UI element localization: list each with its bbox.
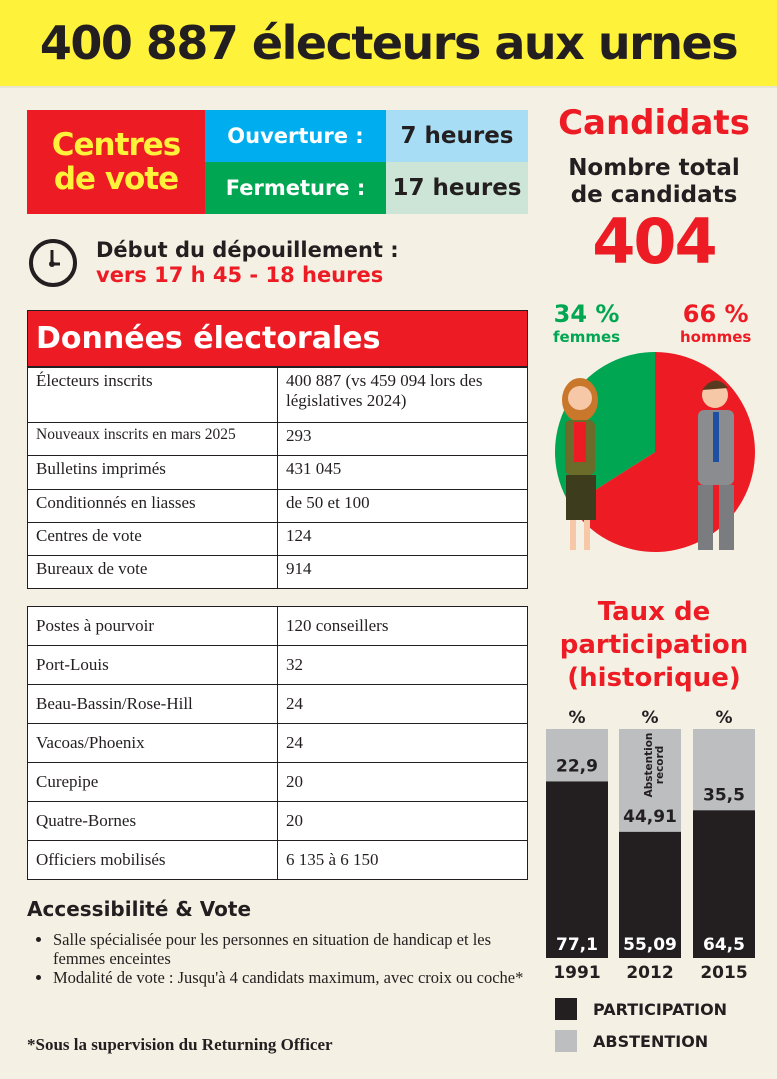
ouverture-label: Ouverture : <box>205 110 386 162</box>
participation-label: 64,5 <box>703 935 745 955</box>
table-row: Bulletins imprimés 431 045 <box>27 455 528 490</box>
row-label: Conditionnés en liasses <box>27 489 278 523</box>
bullet-item: Salle spécialisée pour les personnes en … <box>53 930 532 968</box>
row-value: 914 <box>277 555 528 589</box>
table-row: Nouveaux inscrits en mars 2025 293 <box>27 422 528 456</box>
unit-label: % <box>568 708 585 728</box>
abstention-label: 35,5 <box>703 785 745 805</box>
candidats-subtitle-1: Nombre total <box>568 155 740 181</box>
row-value: 6 135 à 6 150 <box>277 840 528 880</box>
row-label: Électeurs inscrits <box>27 367 278 423</box>
row-label: Officiers mobilisés <box>27 840 278 880</box>
candidats-subtitle-2: de candidats <box>570 182 738 208</box>
candidats-total: 404 <box>592 205 717 278</box>
accessibilite-title: Accessibilité & Vote <box>27 897 252 921</box>
year-label: 1991 <box>553 963 600 983</box>
legend-swatch-participation <box>555 998 577 1020</box>
row-label: Nouveaux inscrits en mars 2025 <box>27 422 278 456</box>
femmes-label: femmes <box>553 328 621 346</box>
table-row: Conditionnés en liasses de 50 et 100 <box>27 489 528 523</box>
row-label: Beau-Bassin/Rose-Hill <box>27 684 278 724</box>
row-value: 431 045 <box>277 455 528 490</box>
fermeture-label: Fermeture : <box>205 162 386 214</box>
hommes-pct: 66 % <box>682 300 749 328</box>
row-value: 124 <box>277 522 528 556</box>
participation-label: 55,09 <box>623 935 677 955</box>
table-row: Postes à pourvoir 120 conseillers <box>27 606 528 646</box>
table-row: Centres de vote 124 <box>27 522 528 556</box>
legend-participation: PARTICIPATION <box>593 1000 728 1019</box>
accessibilite-list: Salle spécialisée pour les personnes en … <box>27 930 532 987</box>
row-value: 120 conseillers <box>277 606 528 646</box>
bullet-item: Modalité de vote : Jusqu'à 4 candidats m… <box>53 968 532 987</box>
fermeture-value: 17 heures <box>386 162 528 214</box>
clock-icon <box>29 239 77 287</box>
row-value: 20 <box>277 801 528 841</box>
centres-line2: de vote <box>53 161 179 197</box>
bar-participation <box>693 810 755 958</box>
page-title: 400 887 électeurs aux urnes <box>0 0 777 88</box>
postes-table: Postes à pourvoir 120 conseillers Port-Lo… <box>27 606 528 880</box>
table-row: Électeurs inscrits 400 887 (vs 459 094 lo… <box>27 367 528 423</box>
table-row: Curepipe 20 <box>27 762 528 802</box>
table-row: Vacoas/Phoenix 24 <box>27 723 528 763</box>
man-figure <box>698 380 734 550</box>
participation-label: 77,1 <box>556 935 598 955</box>
woman-figure <box>562 378 598 550</box>
unit-label: % <box>715 708 732 728</box>
bar-participation <box>546 781 608 958</box>
donnees-table: Électeurs inscrits 400 887 (vs 459 094 lo… <box>27 367 528 589</box>
row-label: Postes à pourvoir <box>27 606 278 646</box>
row-label: Bulletins imprimés <box>27 455 278 490</box>
row-label: Centres de vote <box>27 522 278 556</box>
legend-swatch-abstention <box>555 1030 577 1052</box>
unit-label: % <box>641 708 658 728</box>
bar-abstention <box>619 729 681 832</box>
year-label: 2012 <box>626 963 673 983</box>
row-value: 400 887 (vs 459 094 lors des législative… <box>277 367 528 423</box>
bar-abstention <box>693 729 755 811</box>
row-label: Port-Louis <box>27 645 278 685</box>
table-row: Beau-Bassin/Rose-Hill 24 <box>27 684 528 724</box>
centres-line1: Centres <box>51 127 181 163</box>
row-label: Curepipe <box>27 762 278 802</box>
row-label: Quatre-Bornes <box>27 801 278 841</box>
taux-title: Taux de participation (historique) <box>559 597 749 693</box>
participation-bar-chart: % 22,9 77,1 1991% 44,91 55,09 2012 Abstention re… <box>546 708 755 983</box>
row-value: 24 <box>277 723 528 763</box>
row-label: Vacoas/Phoenix <box>27 723 278 763</box>
ouverture-value: 7 heures <box>386 110 528 162</box>
year-label: 2015 <box>700 963 747 983</box>
legend-abstention: ABSTENTION <box>593 1032 709 1051</box>
depouillement-label: Début du dépouillement : <box>96 238 399 262</box>
row-label: Bureaux de vote <box>27 555 278 589</box>
abstention-label: 44,91 <box>623 807 677 827</box>
row-value: 293 <box>277 422 528 456</box>
row-value: de 50 et 100 <box>277 489 528 523</box>
annotation-label: record <box>654 746 666 784</box>
table-row: Officiers mobilisés 6 135 à 6 150 <box>27 840 528 880</box>
centres-de-vote-label: Centres de vote <box>27 110 205 214</box>
table-row: Bureaux de vote 914 <box>27 555 528 589</box>
femmes-pct: 34 % <box>553 300 620 328</box>
annotation-label: Abstention <box>643 733 655 798</box>
table-row: Port-Louis 32 <box>27 645 528 685</box>
row-value: 32 <box>277 645 528 685</box>
abstention-label: 22,9 <box>556 756 598 776</box>
hommes-label: hommes <box>680 328 752 346</box>
table-row: Quatre-Bornes 20 <box>27 801 528 841</box>
row-value: 20 <box>277 762 528 802</box>
row-value: 24 <box>277 684 528 724</box>
bar-participation <box>619 831 681 958</box>
candidats-title: Candidats <box>558 103 750 143</box>
depouillement-value: vers 17 h 45 - 18 heures <box>96 263 384 287</box>
bar-abstention <box>546 729 608 782</box>
candidates-illustration <box>562 378 734 550</box>
footnote: *Sous la supervision du Returning Office… <box>27 1035 333 1054</box>
donnees-title: Données électorales <box>27 310 528 367</box>
